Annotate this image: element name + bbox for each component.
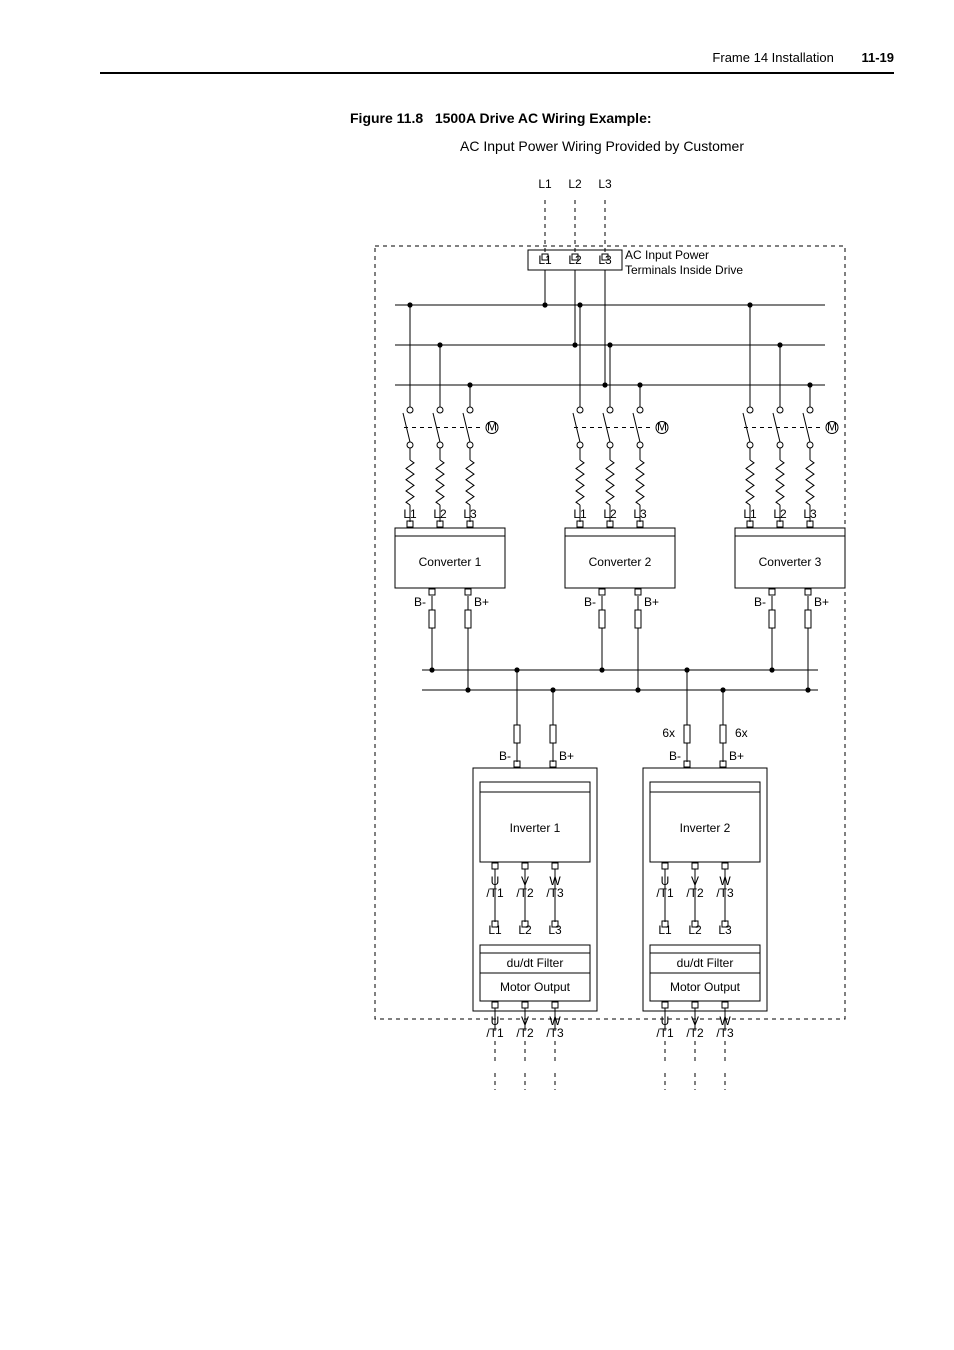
svg-text:6x: 6x xyxy=(662,726,675,740)
svg-text:Motor Output: Motor Output xyxy=(500,980,571,994)
svg-text:/T2: /T2 xyxy=(686,886,704,900)
svg-text:L1: L1 xyxy=(573,507,587,521)
svg-text:M: M xyxy=(657,420,667,434)
svg-text:/T2: /T2 xyxy=(516,1026,534,1040)
svg-text:du/dt Filter: du/dt Filter xyxy=(507,956,564,970)
header-page-number: 11-19 xyxy=(861,50,894,65)
svg-text:B-: B- xyxy=(414,595,426,609)
figure-subtitle: AC Input Power Wiring Provided by Custom… xyxy=(460,138,744,154)
svg-text:/T1: /T1 xyxy=(486,886,504,900)
svg-text:/T2: /T2 xyxy=(516,886,534,900)
svg-text:B-: B- xyxy=(499,749,511,763)
svg-text:B+: B+ xyxy=(644,595,659,609)
svg-text:L2: L2 xyxy=(603,507,617,521)
svg-text:/T3: /T3 xyxy=(716,1026,734,1040)
svg-text:L1: L1 xyxy=(658,923,672,937)
svg-text:Inverter 1: Inverter 1 xyxy=(510,821,561,835)
svg-text:/T1: /T1 xyxy=(656,1026,674,1040)
svg-text:L3: L3 xyxy=(463,507,477,521)
svg-text:L1: L1 xyxy=(488,923,502,937)
svg-text:L2: L2 xyxy=(568,177,582,191)
svg-text:B+: B+ xyxy=(814,595,829,609)
page: Frame 14 Installation 11-19 Figure 11.8 … xyxy=(0,0,954,1350)
svg-text:B+: B+ xyxy=(729,749,744,763)
svg-text:B-: B- xyxy=(584,595,596,609)
svg-text:B+: B+ xyxy=(474,595,489,609)
svg-text:Terminals Inside Drive: Terminals Inside Drive xyxy=(625,263,743,277)
svg-text:M: M xyxy=(487,420,497,434)
svg-text:L3: L3 xyxy=(803,507,817,521)
svg-text:L3: L3 xyxy=(548,923,562,937)
svg-text:L1: L1 xyxy=(403,507,417,521)
wiring-diagram: L1 L2 L3 L1 L2 L3 AC Input PowerTerminals Insi… xyxy=(350,170,870,1110)
svg-text:du/dt Filter: du/dt Filter xyxy=(677,956,734,970)
svg-text:M: M xyxy=(827,420,837,434)
figure-title-text: 1500A Drive AC Wiring Example: xyxy=(435,110,652,126)
header-rule xyxy=(100,72,894,74)
svg-text:Inverter 2: Inverter 2 xyxy=(680,821,731,835)
svg-text:6x: 6x xyxy=(735,726,748,740)
svg-text:/T3: /T3 xyxy=(716,886,734,900)
svg-text:L3: L3 xyxy=(598,253,612,267)
svg-text:Converter 3: Converter 3 xyxy=(759,555,822,569)
svg-text:/T3: /T3 xyxy=(546,1026,564,1040)
page-header: Frame 14 Installation 11-19 xyxy=(712,50,894,65)
svg-text:L2: L2 xyxy=(773,507,787,521)
svg-text:L2: L2 xyxy=(518,923,532,937)
svg-text:Converter 1: Converter 1 xyxy=(419,555,482,569)
svg-text:L3: L3 xyxy=(633,507,647,521)
svg-text:L3: L3 xyxy=(598,177,612,191)
svg-text:/T1: /T1 xyxy=(656,886,674,900)
svg-text:B-: B- xyxy=(669,749,681,763)
svg-text:L1: L1 xyxy=(743,507,757,521)
svg-text:/T1: /T1 xyxy=(486,1026,504,1040)
svg-text:L3: L3 xyxy=(718,923,732,937)
svg-text:B-: B- xyxy=(754,595,766,609)
svg-text:L2: L2 xyxy=(568,253,582,267)
svg-text:L1: L1 xyxy=(538,177,552,191)
svg-text:B+: B+ xyxy=(559,749,574,763)
figure-lead: Figure 11.8 xyxy=(350,110,423,126)
svg-text:L2: L2 xyxy=(688,923,702,937)
svg-text:Converter 2: Converter 2 xyxy=(589,555,652,569)
svg-text:L2: L2 xyxy=(433,507,447,521)
header-section: Frame 14 Installation xyxy=(712,50,833,65)
svg-text:AC Input Power: AC Input Power xyxy=(625,248,709,262)
figure-title: Figure 11.8 1500A Drive AC Wiring Exampl… xyxy=(350,110,652,126)
svg-text:Motor Output: Motor Output xyxy=(670,980,741,994)
svg-text:/T3: /T3 xyxy=(546,886,564,900)
svg-text:/T2: /T2 xyxy=(686,1026,704,1040)
svg-text:L1: L1 xyxy=(538,253,552,267)
